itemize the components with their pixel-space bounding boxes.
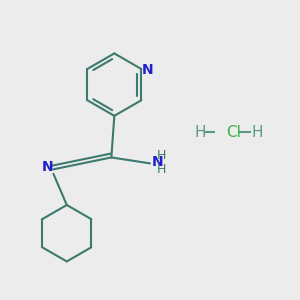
Text: H: H	[251, 125, 262, 140]
Text: H: H	[157, 149, 166, 162]
Text: Cl: Cl	[226, 125, 241, 140]
Text: N: N	[142, 64, 154, 77]
Text: H: H	[195, 125, 206, 140]
Text: H: H	[157, 163, 166, 176]
Text: N: N	[42, 160, 54, 174]
Text: N: N	[152, 155, 163, 170]
